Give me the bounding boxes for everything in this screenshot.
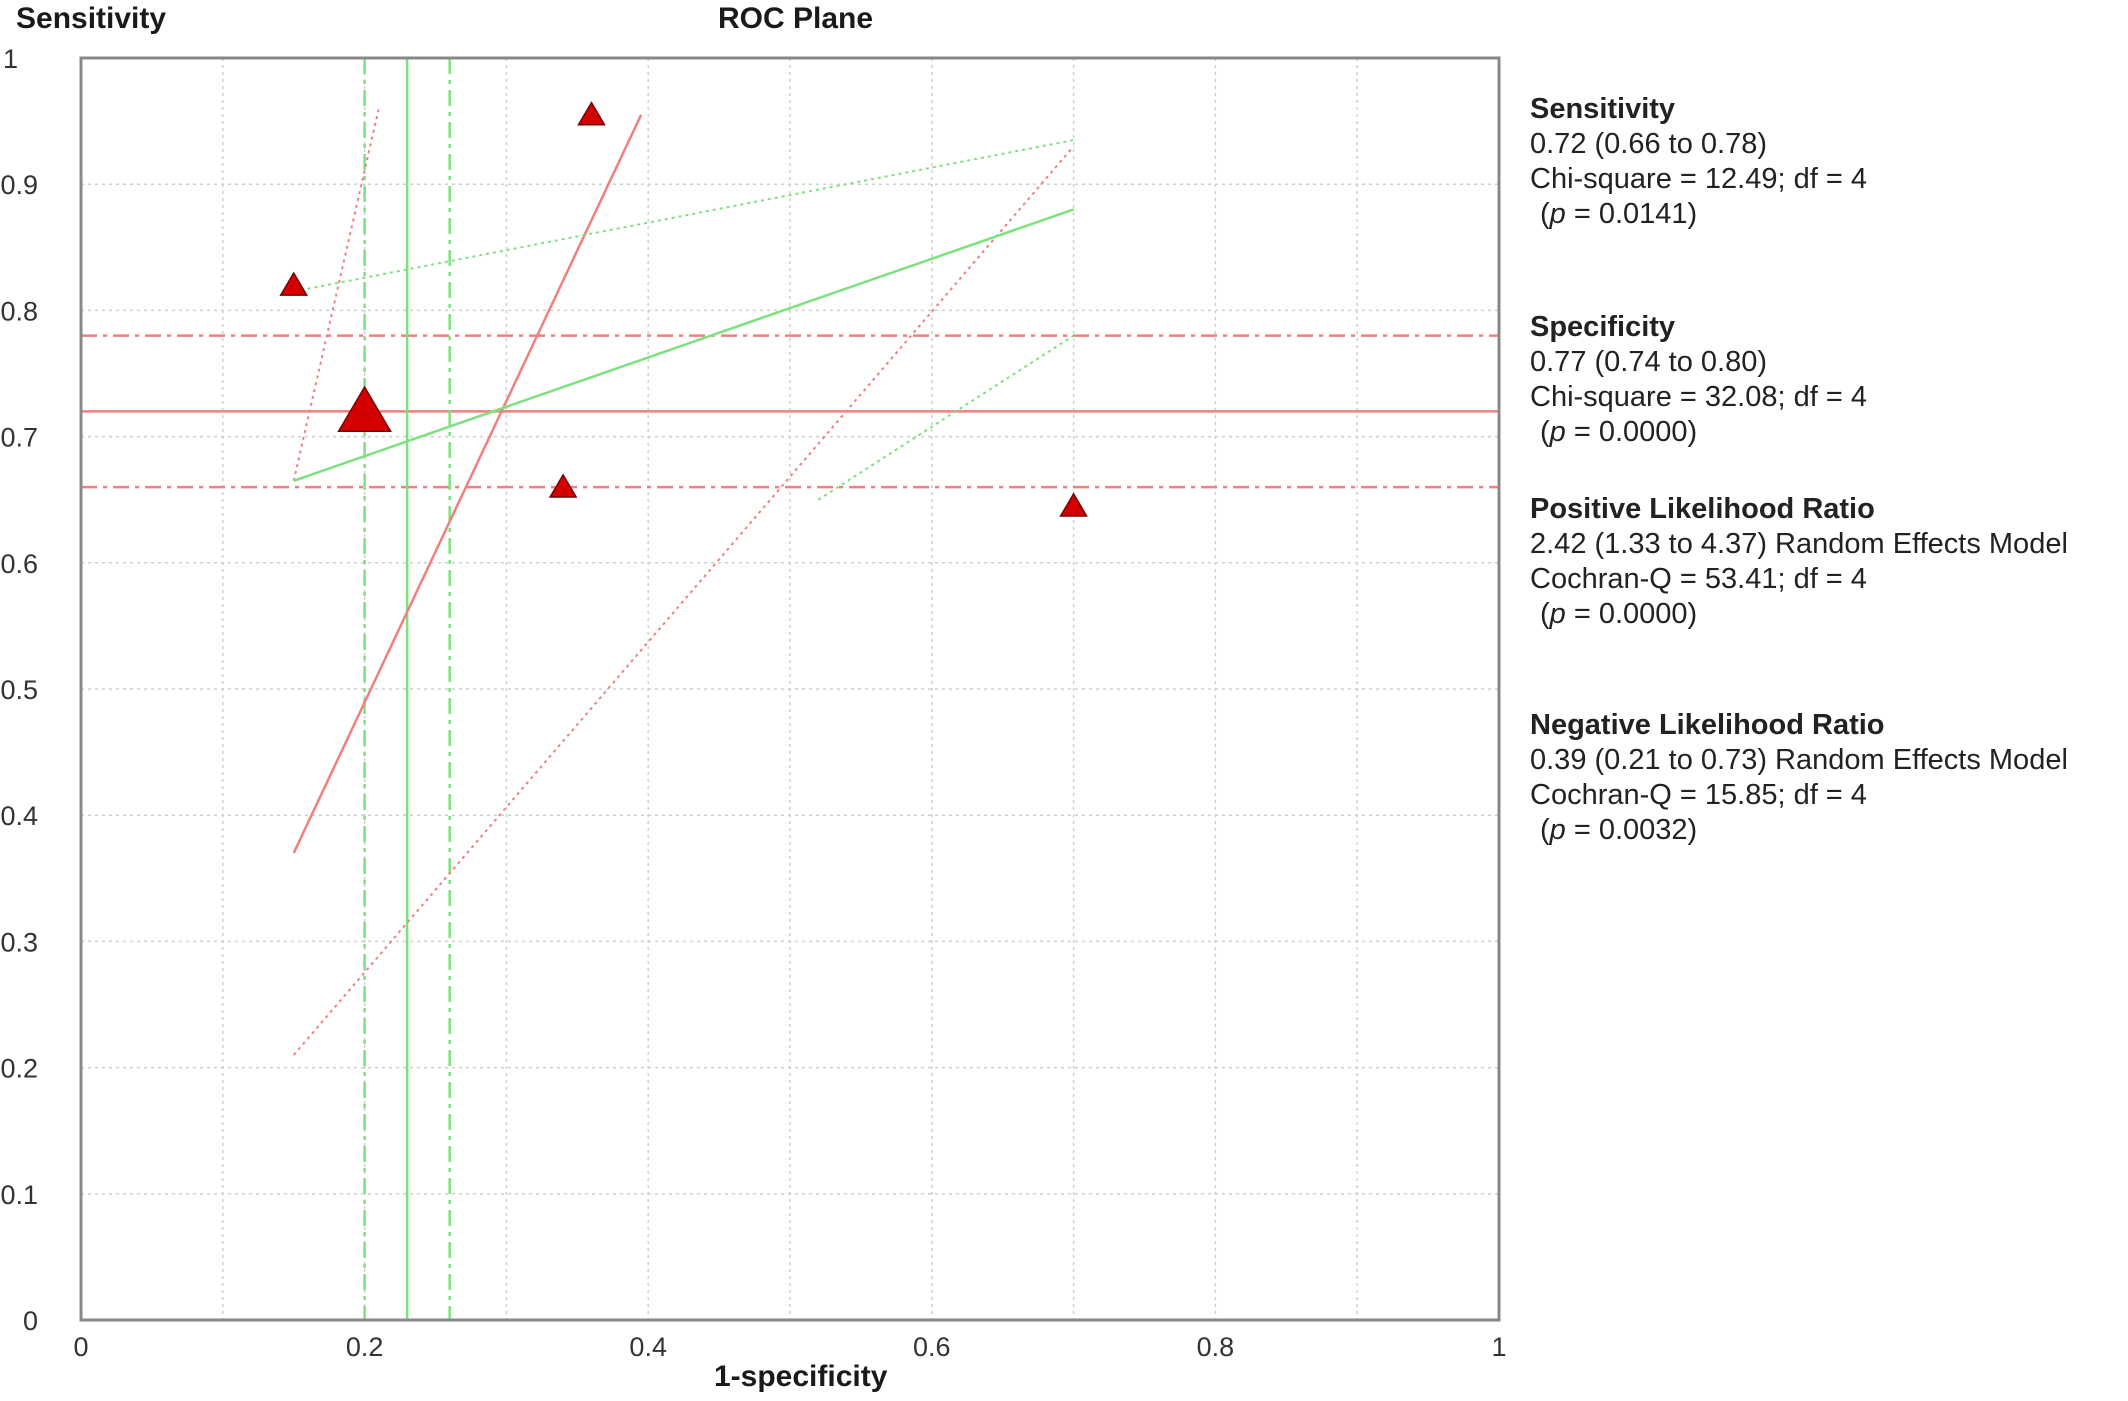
plr-estimate: 2.42 (1.33 to 4.37) Random Effects Model [1530,528,2068,560]
y-tick-label: 0.4 [0,801,38,831]
x-tick-label: 0 [73,1332,88,1362]
sensitivity-test: Chi-square = 12.49; df = 4 [1530,163,1867,195]
plr-ci-high-line [292,108,380,481]
study-point [577,101,606,126]
x-tick-label: 0.4 [629,1332,667,1362]
p-symbol: p [1549,416,1566,448]
p-symbol: p [1549,814,1566,846]
p-symbol: p [1549,598,1566,630]
specificity-heading: Specificity [1530,311,1676,343]
x-tick-label: 1 [1491,1332,1506,1362]
data-points [279,101,1088,517]
study-point [279,271,309,296]
y-tick-label: 0 [23,1306,38,1336]
plr-ci-low-line [292,145,1075,1056]
specificity-test: Chi-square = 32.08; df = 4 [1530,381,1867,413]
y-axis-label: Sensitivity [16,2,167,35]
sensitivity-stats: Sensitivity 0.72 (0.66 to 0.78) Chi-squa… [1530,92,1867,232]
y-tick-label: 0.8 [0,296,38,326]
y-tick-label: 0.1 [0,1180,38,1210]
x-axis-label: 1-specificity [714,1360,888,1393]
p-symbol: p [1549,198,1566,230]
y-tick-label: 0.7 [0,423,38,453]
y-tick-label: 0.3 [0,927,38,957]
x-tick-label: 0.8 [1197,1332,1235,1362]
study-point [548,473,578,498]
plot-frame [79,56,1501,1322]
chart-title: ROC Plane [718,2,874,35]
plr-line [292,114,643,854]
p-value: = 0.0000) [1565,598,1698,630]
nlr-p: (p = 0.0032) [1540,814,1698,846]
p-value: = 0.0032) [1565,814,1698,846]
p-value: = 0.0141) [1565,198,1698,230]
plr-stats: Positive Likelihood Ratio 2.42 (1.33 to … [1530,492,2068,632]
plr-p: (p = 0.0000) [1540,598,1698,630]
nlr-heading: Negative Likelihood Ratio [1530,709,1885,741]
sensitivity-estimate: 0.72 (0.66 to 0.78) [1530,128,1767,160]
y-tick-label: 0.6 [0,549,38,579]
grid-lines [81,58,1499,1320]
y-tick-label: 0.5 [0,675,38,705]
specificity-p: (p = 0.0000) [1540,416,1698,448]
pooled-estimate-point [337,385,392,432]
study-point [1059,492,1088,517]
nlr-estimate: 0.39 (0.21 to 0.73) Random Effects Model [1530,744,2068,776]
x-tick-label: 0.6 [913,1332,951,1362]
y-tick-label: 0.9 [0,170,38,200]
nlr-test: Cochran-Q = 15.85; df = 4 [1530,779,1867,811]
y-tick-label: 1 [3,44,18,74]
nlr-ci-low-line [817,334,1075,501]
nlr-ci-high-line [293,139,1074,293]
nlr-line [293,208,1075,482]
plr-test: Cochran-Q = 53.41; df = 4 [1530,563,1867,595]
p-value: = 0.0000) [1565,416,1698,448]
x-tick-label: 0.2 [346,1332,384,1362]
y-tick-label: 0.2 [0,1054,38,1084]
sensitivity-heading: Sensitivity [1530,93,1676,125]
specificity-stats: Specificity 0.77 (0.74 to 0.80) Chi-squa… [1530,310,1867,450]
sensitivity-p: (p = 0.0141) [1540,198,1698,230]
plr-heading: Positive Likelihood Ratio [1530,493,1875,525]
tick-labels: 0 0.2 0.4 0.6 0.8 1 0 0.1 0.2 0.3 0.4 0.5 0.6 0.7 0.8 0… [0,44,1506,1362]
specificity-estimate: 0.77 (0.74 to 0.80) [1530,346,1767,378]
reference-lines [81,58,1499,1320]
nlr-stats: Negative Likelihood Ratio 0.39 (0.21 to … [1530,708,2068,848]
